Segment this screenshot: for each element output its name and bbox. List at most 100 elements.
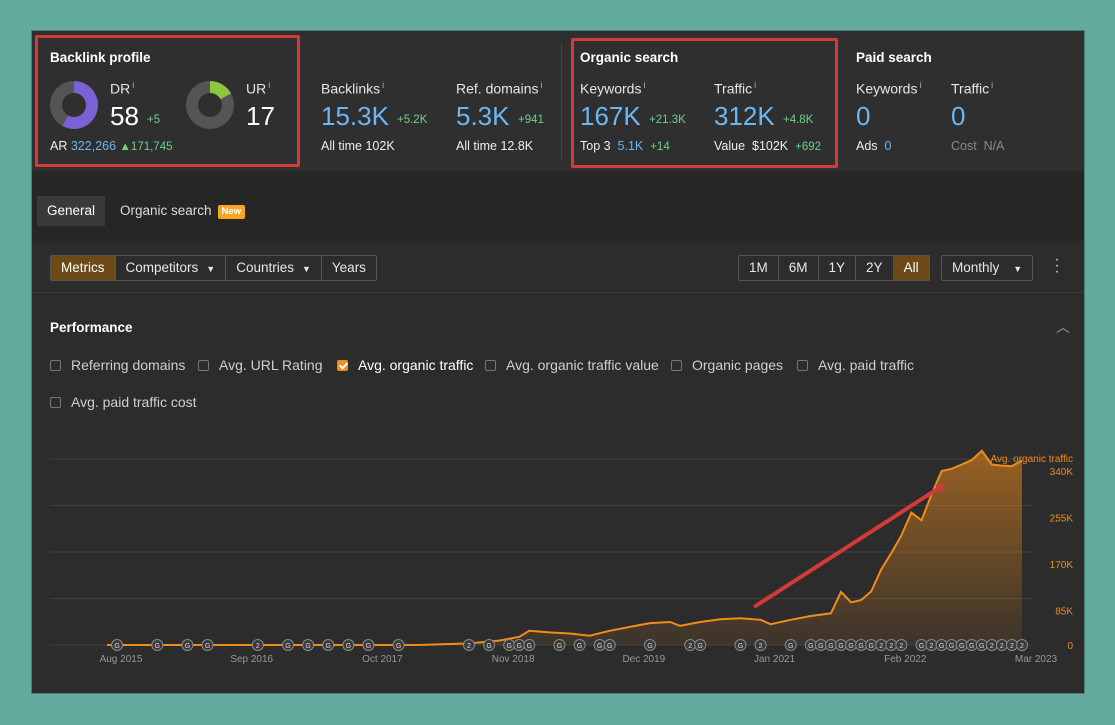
range-button-all[interactable]: All <box>893 256 929 280</box>
annotation-marker[interactable]: 2 <box>684 639 697 651</box>
metric-checkbox[interactable]: Avg. paid traffic <box>797 357 914 373</box>
info-icon[interactable]: i <box>268 80 271 90</box>
tab-organic-search[interactable]: Organic search New <box>110 196 255 226</box>
annotation-marker[interactable]: G <box>523 639 536 651</box>
annotation-marker[interactable]: G <box>342 639 355 651</box>
annotation-marker[interactable]: G <box>503 639 516 651</box>
annotation-marker[interactable]: 2 <box>925 639 938 651</box>
checkbox-checked-icon[interactable] <box>337 359 348 371</box>
annotation-marker[interactable]: 2 <box>985 639 998 651</box>
dr-label[interactable]: DR i <box>110 80 135 97</box>
annotation-marker[interactable]: G <box>915 639 928 651</box>
metrics-button[interactable]: Metrics <box>51 256 116 280</box>
range-button-6m[interactable]: 6M <box>779 256 819 280</box>
metric-checkbox[interactable]: Avg. URL Rating <box>198 357 323 373</box>
more-options-icon[interactable]: · · · <box>1054 251 1060 280</box>
ref-domains-label[interactable]: Ref. domains i <box>456 80 543 97</box>
checkbox-icon[interactable] <box>50 359 61 371</box>
paid-traffic-label[interactable]: Traffic i <box>951 80 994 97</box>
paid-keywords-label[interactable]: Keywords i <box>856 80 922 97</box>
info-icon[interactable]: i <box>132 80 135 90</box>
annotation-marker[interactable]: G <box>322 639 335 651</box>
metric-checkbox[interactable]: Avg. paid traffic cost <box>50 394 197 410</box>
annotation-marker[interactable]: G <box>975 639 988 651</box>
annotation-marker[interactable]: G <box>865 639 878 651</box>
ur-label[interactable]: UR i <box>246 80 271 97</box>
annotation-marker[interactable]: 2 <box>995 639 1008 651</box>
info-icon[interactable]: i <box>540 80 543 90</box>
metric-checkbox[interactable]: Avg. organic traffic value <box>485 357 659 373</box>
range-button-1y[interactable]: 1Y <box>819 256 857 280</box>
interval-dropdown[interactable]: Monthly ▼ <box>952 260 1023 275</box>
backlinks-value[interactable]: 15.3K <box>321 101 389 131</box>
annotation-marker[interactable]: G <box>111 639 124 651</box>
annotation-marker[interactable]: 2 <box>251 639 264 651</box>
range-button-1m[interactable]: 1M <box>739 256 779 280</box>
metric-checkbox[interactable]: Avg. organic traffic <box>337 357 473 373</box>
annotation-marker[interactable]: G <box>734 639 747 651</box>
annotation-marker[interactable]: 2 <box>1005 639 1018 651</box>
annotation-marker[interactable]: G <box>573 639 586 651</box>
annotation-marker[interactable]: 2 <box>1016 639 1028 651</box>
annotation-marker[interactable]: G <box>281 639 294 651</box>
annotation-marker[interactable]: G <box>945 639 958 651</box>
annotation-marker[interactable]: G <box>855 639 868 651</box>
annotation-marker[interactable]: G <box>483 639 496 651</box>
checkbox-icon[interactable] <box>50 396 61 408</box>
ar-value[interactable]: 322,266 <box>70 139 117 153</box>
organic-keywords-label[interactable]: Keywords i <box>580 80 646 97</box>
annotation-marker[interactable]: G <box>784 639 797 651</box>
info-icon[interactable]: i <box>754 80 757 90</box>
svg-text:G: G <box>366 643 371 650</box>
annotation-marker[interactable]: G <box>201 639 214 651</box>
checkbox-icon[interactable] <box>797 359 808 371</box>
annotation-marker[interactable]: G <box>362 639 375 651</box>
annotation-marker[interactable]: G <box>804 639 817 651</box>
checkbox-icon[interactable] <box>485 359 496 371</box>
info-icon[interactable]: i <box>643 80 646 90</box>
range-button-2y[interactable]: 2Y <box>856 256 894 280</box>
annotation-marker[interactable]: G <box>593 639 606 651</box>
years-button[interactable]: Years <box>331 260 366 275</box>
annotation-marker[interactable]: G <box>965 639 978 651</box>
organic-traffic-value[interactable]: 312K <box>714 101 775 131</box>
annotation-marker[interactable]: G <box>302 639 315 651</box>
annotation-marker[interactable]: G <box>643 639 656 651</box>
info-icon[interactable]: i <box>382 80 385 90</box>
metric-checkbox[interactable]: Referring domains <box>50 357 185 373</box>
annotation-marker[interactable]: G <box>814 639 827 651</box>
annotation-marker[interactable]: G <box>935 639 948 651</box>
annotation-marker[interactable]: 2 <box>875 639 888 651</box>
annotation-marker[interactable]: G <box>181 639 194 651</box>
ref-domains-value[interactable]: 5.3K <box>456 101 510 131</box>
annotation-marker[interactable]: 2 <box>462 639 475 651</box>
competitors-dropdown[interactable]: Competitors ▼ <box>116 256 227 280</box>
countries-dropdown[interactable]: Countries ▼ <box>226 256 322 280</box>
chevron-up-icon[interactable]: ︿ <box>1056 319 1070 335</box>
annotation-marker[interactable]: G <box>955 639 968 651</box>
paid-keywords-value[interactable]: 0 <box>856 101 871 131</box>
annotation-marker[interactable]: G <box>151 639 164 651</box>
annotation-marker[interactable]: G <box>513 639 526 651</box>
annotation-marker[interactable]: G <box>845 639 858 651</box>
annotation-marker[interactable]: G <box>603 639 616 651</box>
annotation-marker[interactable]: G <box>553 639 566 651</box>
checkbox-icon[interactable] <box>198 359 209 371</box>
annotation-marker[interactable]: G <box>835 639 848 651</box>
info-icon[interactable]: i <box>991 80 994 90</box>
annotation-marker[interactable]: G <box>824 639 837 651</box>
paid-traffic-value[interactable]: 0 <box>951 101 966 131</box>
backlinks-label[interactable]: Backlinks i <box>321 80 385 97</box>
metric-checkbox[interactable]: Organic pages <box>671 357 783 373</box>
checkbox-icon[interactable] <box>671 359 682 371</box>
annotation-marker[interactable]: G <box>392 639 405 651</box>
organic-keywords-value[interactable]: 167K <box>580 101 641 131</box>
organic-traffic-label[interactable]: Traffic i <box>714 80 757 97</box>
info-icon[interactable]: i <box>919 80 922 90</box>
annotation-marker[interactable]: G <box>694 639 707 651</box>
tab-general[interactable]: General <box>37 196 106 226</box>
annotation-marker[interactable]: 2 <box>895 639 908 651</box>
annotation-marker[interactable]: 2 <box>885 639 898 651</box>
ref-domains-delta: +941 <box>518 114 544 126</box>
annotation-marker[interactable]: 2 <box>754 639 767 651</box>
